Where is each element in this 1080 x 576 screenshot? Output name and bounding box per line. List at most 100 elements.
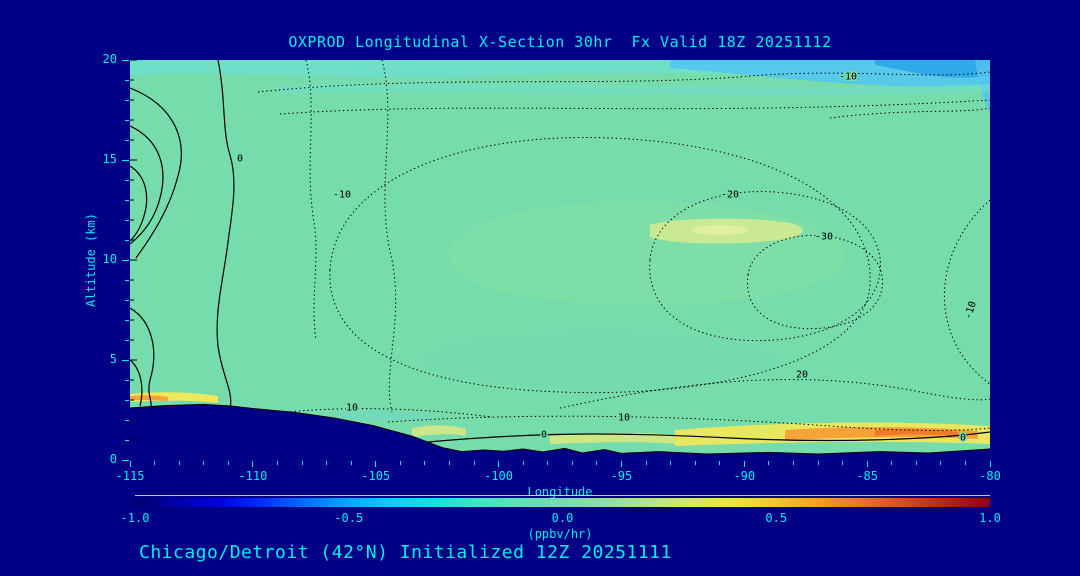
contour-label: 20 bbox=[796, 370, 808, 381]
y-axis-tick bbox=[122, 359, 129, 361]
x-axis-minor-tick bbox=[891, 461, 893, 465]
fill-region-left-yellow-streak bbox=[130, 392, 218, 403]
x-axis-label: Longitude bbox=[527, 485, 593, 499]
terrain-ridge-line bbox=[130, 403, 990, 455]
x-axis-minor-tick bbox=[276, 461, 278, 465]
y-axis-minor-tick bbox=[125, 239, 129, 241]
x-axis-minor-tick bbox=[596, 461, 598, 465]
x-axis-tick bbox=[866, 461, 868, 467]
y-axis-minor-tick bbox=[125, 199, 129, 201]
x-axis-minor-tick bbox=[547, 461, 549, 465]
contour-mountain-contour-1 bbox=[216, 60, 235, 410]
contour-mountain-contour-5 bbox=[130, 307, 155, 410]
x-axis-minor-tick bbox=[424, 461, 426, 465]
x-axis-tick-label: -80 bbox=[979, 469, 1001, 483]
contour-label: -20 bbox=[721, 190, 739, 201]
x-axis-tick-label: -95 bbox=[610, 469, 633, 483]
y-axis-minor-tick bbox=[125, 99, 129, 101]
x-axis-minor-tick bbox=[645, 461, 647, 465]
colorbar-tick-label: 1.0 bbox=[979, 511, 1001, 525]
contour-label: -10 bbox=[333, 190, 351, 201]
contour-label: 0 bbox=[541, 430, 547, 441]
x-axis-minor-tick bbox=[792, 461, 794, 465]
y-axis-tick-label: 20 bbox=[102, 52, 117, 66]
x-axis-minor-tick bbox=[399, 461, 401, 465]
y-axis-tick-label: 10 bbox=[102, 252, 117, 266]
x-axis-minor-tick bbox=[670, 461, 672, 465]
x-axis-tick bbox=[743, 461, 745, 467]
fill-region-low-cyan-swath bbox=[420, 332, 780, 388]
fill-region-bottom-mid-yellow-thin bbox=[550, 432, 675, 444]
x-axis-minor-tick bbox=[768, 461, 770, 465]
colorbar-units-label: (ppbv/hr) bbox=[527, 527, 593, 541]
x-axis-tick-label: -90 bbox=[733, 469, 756, 483]
x-axis-minor-tick bbox=[301, 461, 303, 465]
contour-mountain-contour-4 bbox=[130, 165, 148, 242]
x-axis-minor-tick bbox=[571, 461, 573, 465]
x-axis-minor-tick bbox=[203, 461, 205, 465]
y-axis-minor-tick bbox=[125, 219, 129, 221]
x-axis-tick-label: -85 bbox=[856, 469, 878, 483]
contour-label: 10 bbox=[618, 413, 630, 424]
x-axis-minor-tick bbox=[350, 461, 352, 465]
contour-minus30-cell bbox=[746, 234, 883, 330]
contour-outer-negative-cell bbox=[329, 137, 871, 394]
contour-mountain-contour-2 bbox=[130, 87, 182, 259]
contour-label: -30 bbox=[815, 232, 833, 243]
x-axis-minor-tick bbox=[522, 461, 524, 465]
y-axis-tick-label: 5 bbox=[109, 352, 117, 366]
x-axis-tick bbox=[498, 461, 500, 467]
y-axis-tick bbox=[122, 59, 129, 61]
fill-region-slope-yellow-patch bbox=[412, 425, 466, 437]
colorbar-tick-label: -0.5 bbox=[334, 511, 364, 525]
x-axis-minor-tick bbox=[473, 461, 475, 465]
y-axis-minor-tick bbox=[125, 419, 129, 421]
y-axis-minor-tick bbox=[125, 399, 129, 401]
x-axis-tick bbox=[375, 461, 377, 467]
y-axis-tick bbox=[122, 159, 129, 161]
y-axis-minor-tick bbox=[125, 379, 129, 381]
contour-label: 0 bbox=[960, 433, 966, 444]
colorbar-tick-label: 0.0 bbox=[551, 511, 574, 525]
contour-surface-zero-contour bbox=[427, 431, 990, 443]
colorbar-tick-label: -1.0 bbox=[120, 511, 150, 525]
fill-region-upper-cyan-streak bbox=[280, 83, 990, 96]
contour-left-vertical-contour bbox=[381, 60, 397, 413]
colorbar bbox=[135, 498, 990, 507]
fill-region-yellow-green-core bbox=[692, 225, 748, 235]
y-axis-minor-tick bbox=[125, 179, 129, 181]
contour-label: 10 bbox=[346, 403, 358, 414]
terrain-silhouette bbox=[130, 404, 990, 460]
contour-top-contour-a bbox=[257, 71, 990, 93]
contour-mountain-contour-6 bbox=[130, 359, 143, 407]
x-axis-tick bbox=[129, 461, 131, 467]
y-axis-tick bbox=[122, 459, 129, 461]
x-axis-tick-label: -100 bbox=[484, 469, 514, 483]
y-axis-minor-tick bbox=[125, 79, 129, 81]
y-axis-tick bbox=[122, 259, 129, 261]
x-axis-minor-tick bbox=[448, 461, 450, 465]
fill-region-left-orange-streak bbox=[130, 395, 168, 401]
x-axis-minor-tick bbox=[719, 461, 721, 465]
initialization-caption: Chicago/Detroit (42°N) Initialized 12Z 2… bbox=[139, 542, 672, 563]
y-axis-minor-tick bbox=[125, 279, 129, 281]
x-axis-tick bbox=[252, 461, 254, 467]
y-axis-minor-tick bbox=[125, 119, 129, 121]
x-axis-tick-label: -115 bbox=[115, 469, 145, 483]
y-axis-tick-label: 15 bbox=[102, 152, 117, 166]
colorbar-tick-label: 0.5 bbox=[765, 511, 788, 525]
y-axis-tick-label: 0 bbox=[109, 452, 117, 466]
x-axis-tick-label: -110 bbox=[238, 469, 268, 483]
x-axis-tick bbox=[620, 461, 622, 467]
fill-region-low-cyan-patch bbox=[330, 411, 430, 422]
fill-region-bottom-red-streak bbox=[875, 428, 958, 436]
x-axis-minor-tick bbox=[227, 461, 229, 465]
contour-right-edge-contour bbox=[943, 199, 990, 385]
colorbar-top-line bbox=[135, 495, 990, 496]
y-axis-minor-tick bbox=[125, 439, 129, 441]
x-axis-minor-tick bbox=[940, 461, 942, 465]
y-axis-minor-tick bbox=[125, 139, 129, 141]
contour-plus20-contour bbox=[559, 379, 990, 409]
contour-mountain-contour-3 bbox=[130, 125, 164, 245]
